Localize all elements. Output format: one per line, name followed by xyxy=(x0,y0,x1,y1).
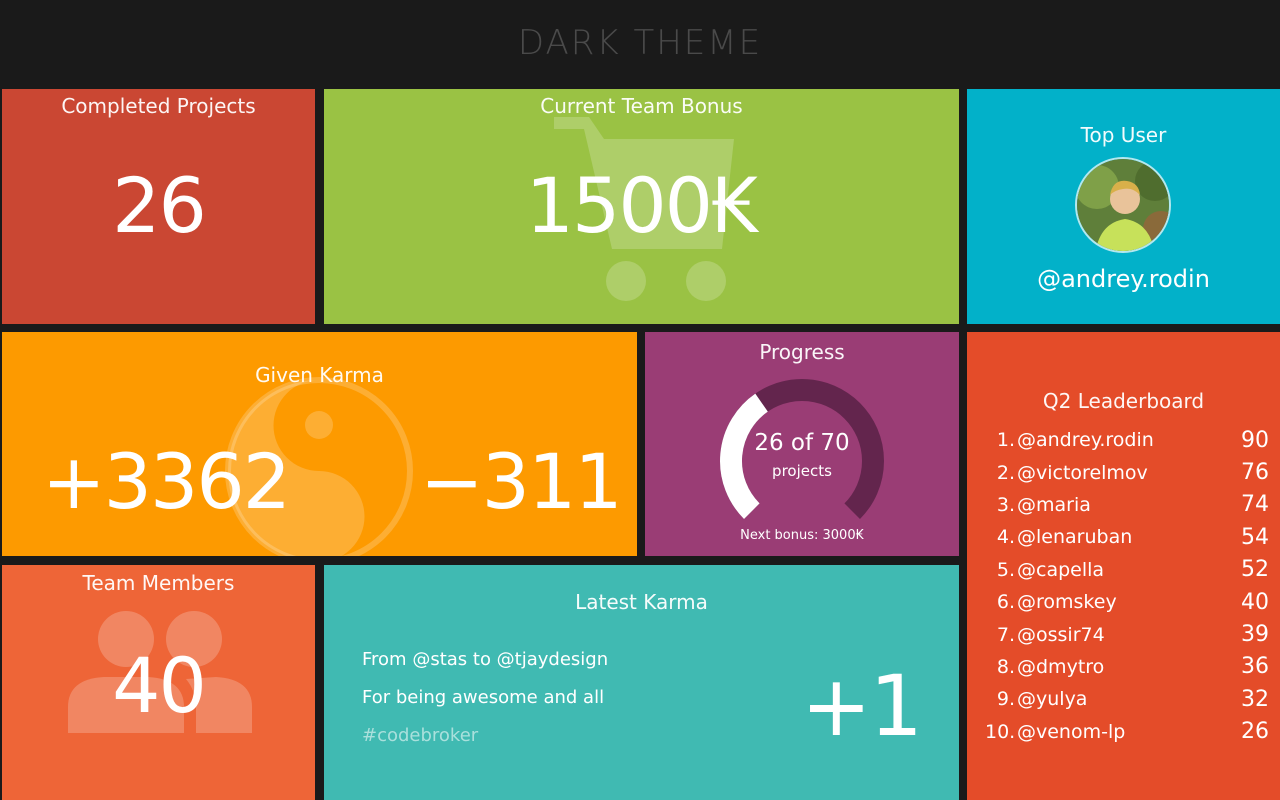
top-user-tile: Top User @andrey.rodin xyxy=(967,89,1280,324)
latest-karma-tile: Latest Karma From @stas to @tjaydesign F… xyxy=(324,565,959,800)
leaderboard-user[interactable]: @ossir74 xyxy=(1017,623,1105,646)
latest-karma-reason: For being awesome and all xyxy=(362,687,605,708)
top-user-title: Top User xyxy=(1080,123,1167,147)
team-bonus-title: Current Team Bonus xyxy=(540,94,743,118)
leaderboard-rank: 1. xyxy=(996,429,1015,452)
leaderboard-score: 26 xyxy=(1241,719,1269,745)
leaderboard-user[interactable]: @venom-lp xyxy=(1017,720,1126,743)
leaderboard-score: 54 xyxy=(1241,524,1269,550)
leaderboard-tile: Q2 Leaderboard 1. @andrey.rodin 90 2. @victo… xyxy=(967,332,1280,800)
leaderboard-row[interactable]: 5. @capella 52 xyxy=(985,554,1280,586)
leaderboard-rank: 5. xyxy=(996,558,1015,581)
leaderboard-user[interactable]: @victorelmov xyxy=(1017,461,1148,484)
team-members-value: 40 xyxy=(112,641,207,730)
leaderboard-row[interactable]: 9. @yulya 32 xyxy=(985,683,1280,715)
team-members-tile: Team Members 40 xyxy=(2,565,315,800)
top-user-avatar[interactable] xyxy=(1075,157,1171,253)
completed-projects-value: 26 xyxy=(112,161,207,250)
leaderboard-row[interactable]: 4. @lenaruban 54 xyxy=(985,521,1280,553)
leaderboard-rank: 7. xyxy=(996,623,1015,646)
latest-karma-value: +1 xyxy=(801,657,923,755)
latest-karma-from: From @stas to @tjaydesign xyxy=(362,649,609,670)
leaderboard-score: 74 xyxy=(1241,492,1269,518)
leaderboard-score: 32 xyxy=(1241,686,1269,712)
karma-negative-value: −311 xyxy=(420,437,623,526)
latest-karma-title: Latest Karma xyxy=(575,590,708,614)
progress-gauge xyxy=(720,379,884,519)
leaderboard-rank: 4. xyxy=(996,526,1015,549)
leaderboard-score: 39 xyxy=(1241,622,1269,648)
leaderboard-score: 40 xyxy=(1241,589,1269,615)
team-members-title: Team Members xyxy=(82,571,235,595)
leaderboard-rank: 2. xyxy=(996,461,1015,484)
leaderboard-user[interactable]: @andrey.rodin xyxy=(1017,429,1154,452)
leaderboard-row[interactable]: 7. @ossir74 39 xyxy=(985,618,1280,650)
leaderboard-row[interactable]: 2. @victorelmov 76 xyxy=(985,456,1280,488)
leaderboard-rank: 6. xyxy=(996,591,1015,614)
progress-unit: projects xyxy=(772,462,832,480)
leaderboard-user[interactable]: @yulya xyxy=(1017,688,1088,711)
leaderboard-user[interactable]: @lenaruban xyxy=(1017,526,1133,549)
progress-count: 26 of 70 xyxy=(754,430,850,456)
given-karma-title: Given Karma xyxy=(255,363,384,387)
next-bonus-note: Next bonus: 3000₭ xyxy=(740,528,864,543)
team-bonus-value: 1500₭ xyxy=(525,161,760,250)
progress-gauge-fill xyxy=(720,393,769,519)
given-karma-tile: Given Karma +3362 −311 xyxy=(2,332,637,556)
leaderboard-rank: 9. xyxy=(996,688,1015,711)
latest-karma-tag[interactable]: #codebroker xyxy=(362,725,479,746)
shopping-cart-icon xyxy=(554,117,734,301)
leaderboard-row[interactable]: 10. @venom-lp 26 xyxy=(985,716,1280,748)
leaderboard-list: 1. @andrey.rodin 90 2. @victorelmov 76 3. @mari… xyxy=(985,424,1280,748)
leaderboard-user[interactable]: @dmytro xyxy=(1017,655,1105,678)
leaderboard-row[interactable]: 1. @andrey.rodin 90 xyxy=(985,424,1280,456)
yin-yang-icon xyxy=(225,377,413,556)
leaderboard-row[interactable]: 8. @dmytro 36 xyxy=(985,651,1280,683)
completed-projects-title: Completed Projects xyxy=(61,94,256,118)
leaderboard-user[interactable]: @maria xyxy=(1017,493,1091,516)
leaderboard-title: Q2 Leaderboard xyxy=(1042,389,1205,413)
leaderboard-user[interactable]: @capella xyxy=(1017,558,1105,581)
dashboard-title: DARK THEME xyxy=(517,23,763,63)
leaderboard-row[interactable]: 3. @maria 74 xyxy=(985,489,1280,521)
completed-projects-tile: Completed Projects 26 xyxy=(2,89,315,324)
leaderboard-user[interactable]: @romskey xyxy=(1017,591,1117,614)
leaderboard-rank: 8. xyxy=(996,655,1015,678)
top-user-handle[interactable]: @andrey.rodin xyxy=(1037,265,1210,293)
leaderboard-score: 90 xyxy=(1241,427,1269,453)
people-icon xyxy=(68,611,252,733)
progress-title: Progress xyxy=(759,340,845,364)
dashboard-header: DARK THEME xyxy=(0,0,1280,86)
avatar-photo xyxy=(1077,159,1169,251)
leaderboard-score: 36 xyxy=(1241,654,1269,680)
leaderboard-rank: 3. xyxy=(996,493,1015,516)
leaderboard-row[interactable]: 6. @romskey 40 xyxy=(985,586,1280,618)
team-bonus-tile: Current Team Bonus 1500₭ xyxy=(324,89,959,324)
karma-positive-value: +3362 xyxy=(42,437,291,526)
leaderboard-score: 52 xyxy=(1241,557,1269,583)
leaderboard-rank: 10. xyxy=(985,720,1016,743)
progress-tile: Progress 26 of 70 projects Next bonus: 3… xyxy=(645,332,959,556)
leaderboard-score: 76 xyxy=(1241,460,1269,486)
